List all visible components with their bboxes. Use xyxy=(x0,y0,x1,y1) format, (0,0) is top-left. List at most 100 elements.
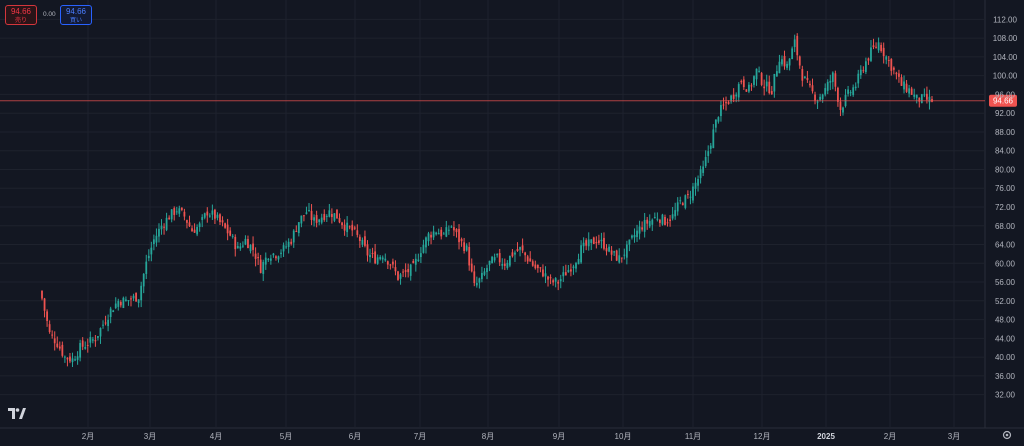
candle-body xyxy=(854,86,857,89)
price-axis[interactable]: 112.00 108.00 104.00 100.00 96.00 92.00 88.00 8… xyxy=(993,15,1018,399)
candle xyxy=(648,214,651,229)
candle-body xyxy=(216,214,219,218)
candle xyxy=(514,250,516,262)
candle-body xyxy=(473,271,476,284)
candle-body xyxy=(918,97,921,102)
candle-body xyxy=(775,71,778,77)
candle-body xyxy=(557,281,560,284)
candle-body xyxy=(366,244,369,256)
candle xyxy=(544,266,547,284)
candle xyxy=(269,254,272,265)
candle-body xyxy=(521,245,524,251)
candle xyxy=(264,252,267,270)
candle-body xyxy=(404,270,407,272)
candle xyxy=(193,223,196,233)
candle-body xyxy=(781,59,783,65)
candle-body xyxy=(712,129,715,149)
candle-body xyxy=(247,239,249,249)
candle-body xyxy=(631,235,633,238)
candle xyxy=(191,225,193,232)
candle-body xyxy=(94,340,97,342)
candle-body xyxy=(559,279,562,282)
candle xyxy=(437,228,440,235)
candle-body xyxy=(328,210,331,217)
candle xyxy=(597,234,600,245)
candle xyxy=(636,224,638,242)
candle-body xyxy=(267,258,270,260)
candle xyxy=(646,216,649,230)
buy-button[interactable]: 94.66 買い xyxy=(60,5,92,25)
time-axis[interactable]: 2月 3月 4月 5月 6月 7月 8月 9月 10月 11月 12月 2025 2月 3月 xyxy=(82,430,1012,442)
candle xyxy=(577,253,580,265)
candle-body xyxy=(524,252,527,256)
candle-body xyxy=(915,94,918,98)
candle-body xyxy=(605,248,608,252)
candle-body xyxy=(323,214,326,220)
candle-body xyxy=(257,257,260,259)
candle xyxy=(610,246,613,261)
settings-gear-icon[interactable] xyxy=(1002,430,1012,440)
y-tick-label: 88.00 xyxy=(995,128,1016,137)
candle xyxy=(376,254,379,265)
candle-body xyxy=(867,58,870,61)
candle xyxy=(216,212,219,221)
candle xyxy=(503,258,506,271)
buy-label: 買い xyxy=(69,18,82,24)
candle-body xyxy=(295,231,298,233)
candle-body xyxy=(320,217,323,223)
candle xyxy=(58,341,61,351)
candle-body xyxy=(656,218,659,220)
candle xyxy=(125,296,127,302)
candle-body xyxy=(786,63,788,68)
candle-body xyxy=(76,356,79,360)
candle-body xyxy=(43,298,46,311)
candle-body xyxy=(923,94,926,96)
candle xyxy=(826,79,829,95)
candle-body xyxy=(196,226,199,235)
x-tick-label: 7月 xyxy=(414,432,426,441)
candle xyxy=(392,258,394,269)
candle xyxy=(554,277,557,288)
candle-body xyxy=(208,215,211,217)
candle xyxy=(600,232,603,249)
candle-body xyxy=(269,258,272,261)
candle xyxy=(389,263,392,270)
candle-body xyxy=(742,79,745,88)
candle xyxy=(745,89,748,92)
candle xyxy=(198,221,201,232)
tradingview-logo[interactable] xyxy=(8,408,26,419)
candle xyxy=(478,277,481,289)
candle xyxy=(834,70,837,92)
candle xyxy=(903,75,905,94)
candle-body xyxy=(239,246,242,249)
candle xyxy=(765,74,768,92)
candle xyxy=(486,264,488,280)
candle-body xyxy=(341,222,343,226)
candle xyxy=(310,204,313,226)
candle-body xyxy=(336,209,338,219)
candle-body xyxy=(109,308,112,318)
candle xyxy=(788,58,791,71)
candle-body xyxy=(475,282,478,286)
y-tick-label: 52.00 xyxy=(995,297,1016,306)
candle-body xyxy=(432,231,435,238)
candle-body xyxy=(623,254,626,256)
candle xyxy=(163,223,165,235)
candle-body xyxy=(56,343,59,347)
candle-body xyxy=(910,88,913,95)
candle-body xyxy=(531,261,534,266)
candle-body xyxy=(351,224,354,231)
candle-body xyxy=(625,244,628,258)
candle xyxy=(531,259,534,267)
candle-body xyxy=(419,253,422,258)
candle-body xyxy=(127,300,130,302)
candle-body xyxy=(595,241,598,244)
candle xyxy=(208,213,211,218)
candle-body xyxy=(692,186,694,201)
candle-body xyxy=(725,102,727,104)
sell-button[interactable]: 94.66 売り xyxy=(5,5,37,25)
candle xyxy=(430,231,432,245)
candle xyxy=(71,352,74,367)
